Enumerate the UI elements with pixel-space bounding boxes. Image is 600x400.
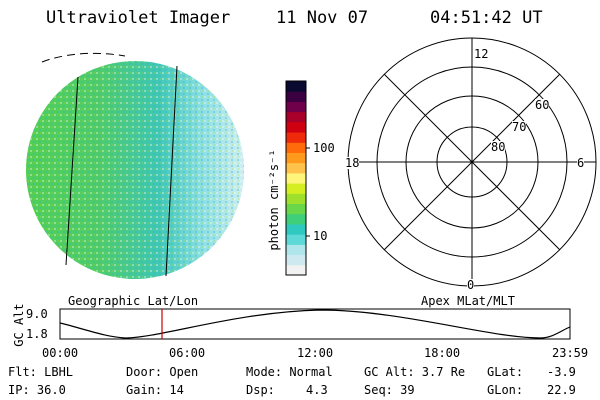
colorbar-band [286,121,306,133]
colorbar-band [286,91,306,102]
observation-time: 04:51:42 UT [430,8,543,28]
trajectory-ytick-top: 9.0 [26,307,48,321]
colorbar-frame [285,80,307,276]
ip-value: IP: 36.0 [8,383,66,397]
trajectory-xtick-0: 00:00 [42,346,79,360]
mlt-label-6: 6 [577,156,585,170]
gain-value: Gain: 14 [126,383,184,397]
colorbar-band [286,142,306,153]
colorbar-band [286,264,306,276]
colorbar-band [286,111,306,123]
glon-label: GLon: [487,383,524,397]
trajectory-title-right: Apex MLat/MLT [421,294,515,308]
colorbar-band [286,101,306,113]
sequence-number: Seq: 39 [364,383,415,397]
colorbar-tick-label-10: 10 [313,229,328,243]
colorbar-band [286,234,306,245]
colorbar-tick-label-100: 100 [313,141,335,155]
mlt-label-0: 0 [467,278,475,292]
altitude-curve [59,309,571,339]
colorbar-band [286,244,306,256]
dayside-limb-arc [41,52,126,63]
meridian-line-left [65,76,79,266]
lat-label-70: 70 [512,120,527,134]
trajectory-title-left: Geographic Lat/Lon [68,294,199,308]
trajectory-ytick-bottom: 1.8 [26,327,48,341]
colorbar-band [286,172,306,184]
mlt-label-12: 12 [474,47,489,61]
colorbar-band [286,132,306,143]
lat-label-60: 60 [535,98,550,112]
gc-altitude: GC Alt: 3.7 Re [364,365,466,379]
filter-value: Flt: LBHL [8,365,74,379]
lat-label-80: 80 [491,140,506,154]
door-status: Door: Open [126,365,199,379]
trajectory-xtick-3: 18:00 [424,346,461,360]
trajectory-xtick-4: 23:59 [552,346,589,360]
polar-diagonal-2 [383,73,561,251]
colorbar-band [286,203,306,215]
colorbar-band [286,213,306,225]
colorbar-band [286,223,306,235]
trajectory-xtick-1: 06:00 [169,346,206,360]
colorbar-band [286,162,306,174]
dsp-label: Dsp: [246,383,275,397]
instrument-title: Ultraviolet Imager [46,8,231,28]
colorbar-band [286,183,306,194]
dsp-value: 4.3 [306,383,328,397]
colorbar-band [286,254,306,266]
mode-value: Mode: Normal [246,365,333,379]
earth-disk-image [26,61,244,279]
glat-label: GLat: [487,365,524,379]
trajectory-frame [59,308,571,340]
glon-value: 22.9 [547,383,576,397]
glat-value: -3.9 [547,365,576,379]
colorbar-band [286,193,306,205]
mlt-label-18: 18 [345,156,360,170]
meridian-line-right [165,65,178,277]
colorbar-bands [286,81,306,276]
colorbar-band [286,81,306,92]
trajectory-xtick-2: 12:00 [297,346,334,360]
colorbar-band [286,152,306,164]
observation-date: 11 Nov 07 [276,8,369,28]
